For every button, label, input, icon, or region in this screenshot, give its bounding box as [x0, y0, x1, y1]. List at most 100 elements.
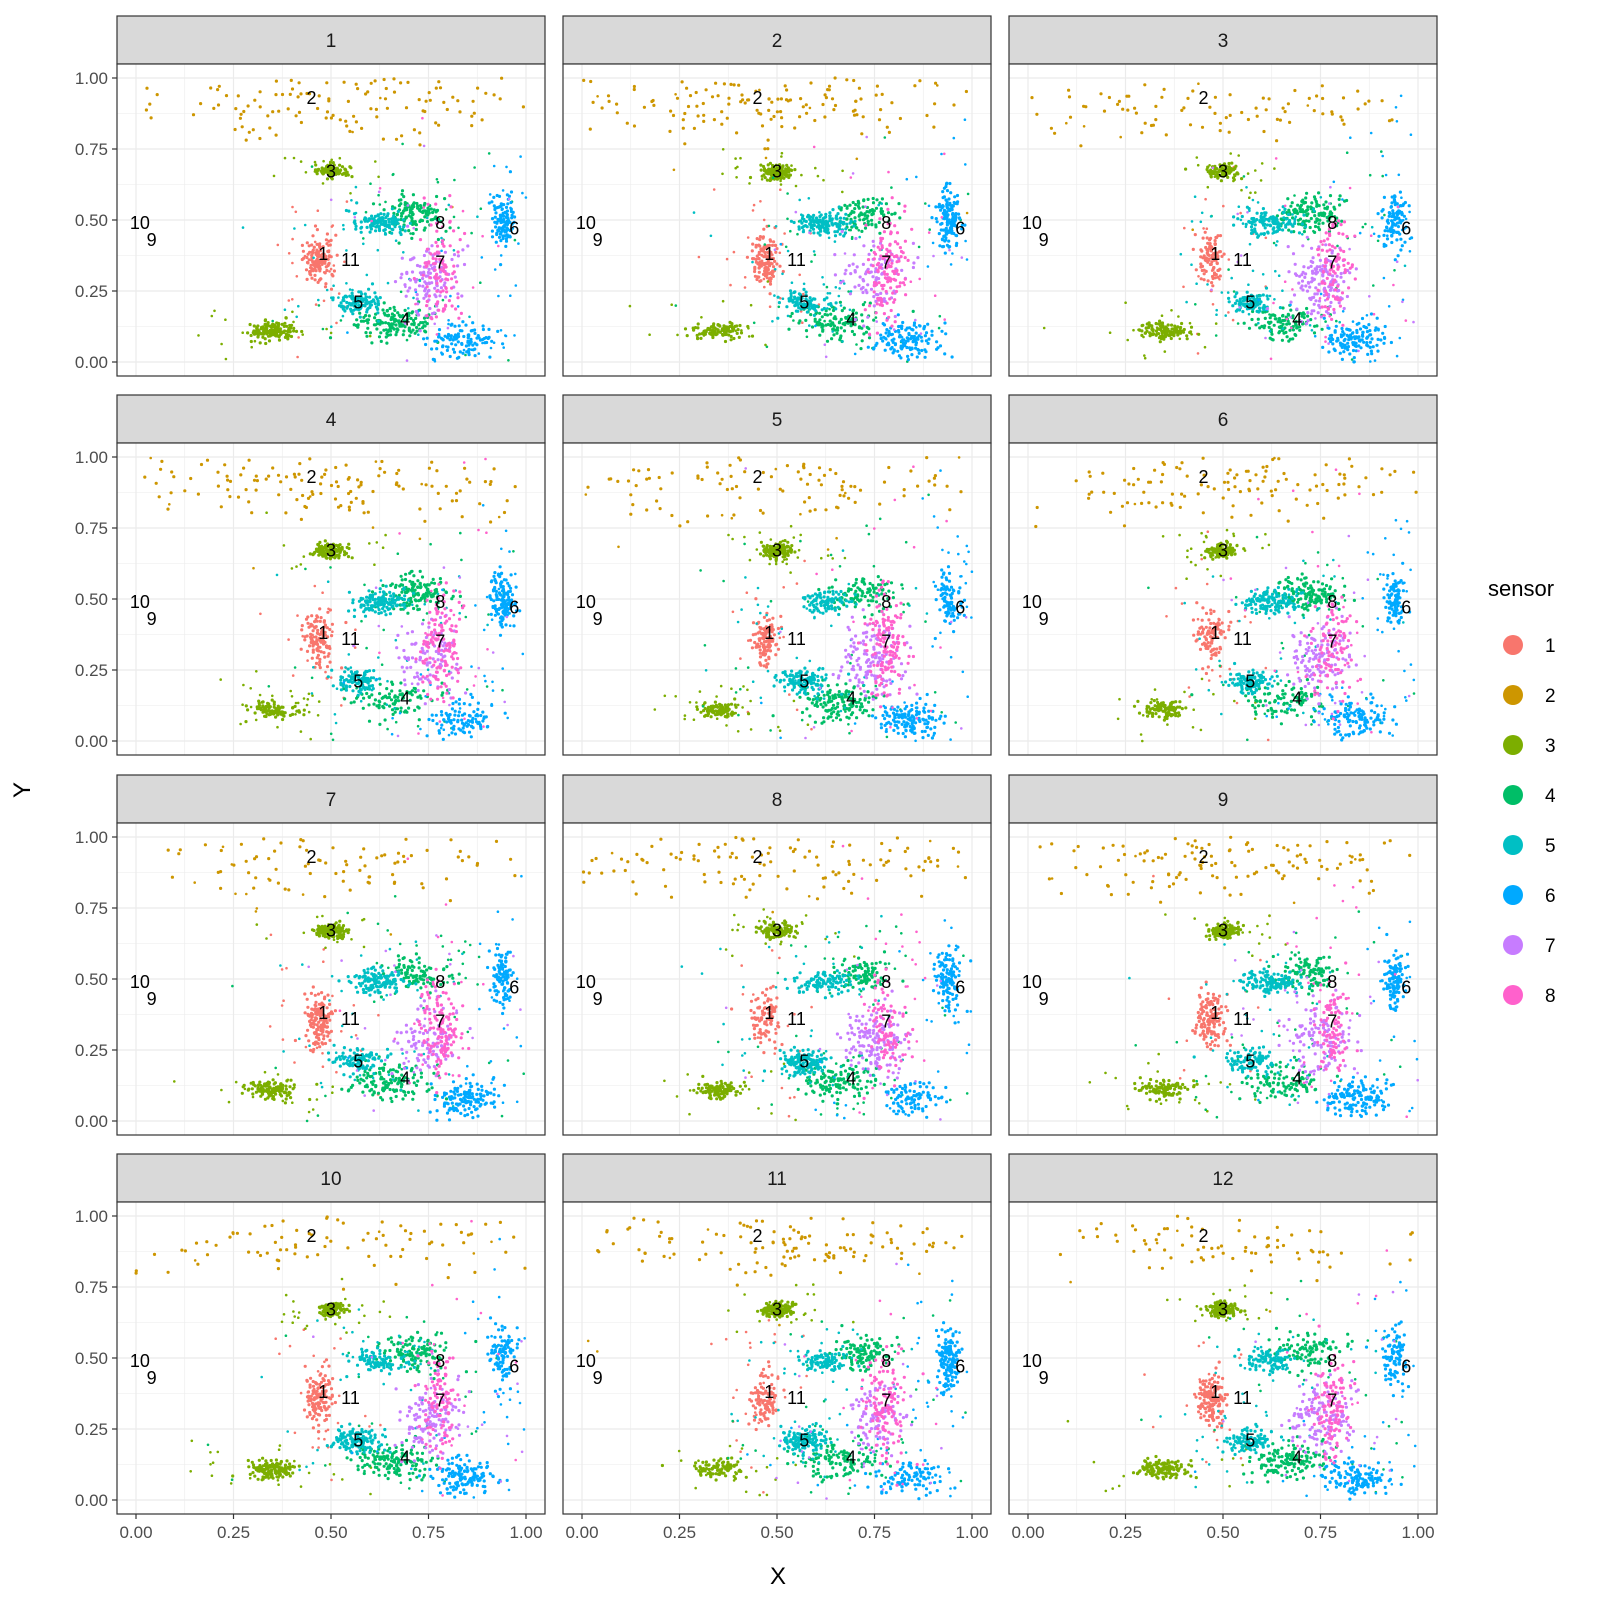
sensor-point — [860, 132, 863, 135]
sensor-point — [366, 327, 369, 330]
sensor-point — [1318, 283, 1321, 286]
sensor-point — [751, 261, 754, 264]
sensor-point — [941, 216, 944, 219]
location-label: 6 — [955, 219, 965, 239]
sensor-point — [767, 280, 770, 283]
sensor-point — [885, 331, 888, 334]
sensor-point — [301, 244, 304, 247]
sensor-point — [1250, 318, 1253, 321]
sensor-point — [735, 176, 738, 179]
sensor-point — [866, 214, 869, 217]
sensor-point — [1258, 307, 1261, 310]
sensor-point — [1242, 299, 1245, 302]
sensor-point — [739, 100, 742, 103]
sensor-point — [685, 87, 688, 90]
sensor-point — [460, 312, 463, 315]
sensor-point — [900, 347, 903, 350]
sensor-point — [834, 240, 837, 243]
sensor-point — [1158, 336, 1161, 339]
sensor-point — [1279, 119, 1282, 122]
sensor-point — [1330, 110, 1333, 113]
sensor-point — [263, 328, 266, 331]
sensor-point — [966, 258, 969, 261]
sensor-point — [317, 281, 320, 284]
sensor-point — [325, 116, 328, 119]
sensor-point — [1338, 321, 1341, 324]
sensor-point — [1343, 332, 1346, 335]
sensor-point — [310, 277, 313, 280]
location-label: 10 — [576, 213, 596, 233]
sensor-point — [277, 244, 280, 247]
sensor-point — [287, 107, 290, 110]
sensor-point — [1321, 328, 1324, 331]
sensor-point — [899, 117, 902, 120]
sensor-point — [433, 208, 436, 211]
sensor-point — [1396, 222, 1399, 225]
sensor-point — [1397, 225, 1400, 228]
sensor-point — [1225, 116, 1228, 119]
sensor-point — [1331, 245, 1334, 248]
sensor-point — [823, 115, 826, 118]
sensor-point — [867, 270, 870, 273]
sensor-point — [1317, 191, 1320, 194]
sensor-point — [333, 264, 336, 267]
sensor-point — [492, 196, 495, 199]
sensor-point — [888, 297, 891, 300]
sensor-point — [834, 307, 837, 310]
sensor-point — [1362, 341, 1365, 344]
sensor-point — [412, 297, 415, 300]
location-label: 1 — [764, 244, 774, 264]
sensor-point — [1388, 305, 1391, 308]
sensor-point — [1287, 209, 1290, 212]
sensor-point — [730, 338, 733, 341]
sensor-point — [805, 329, 808, 332]
sensor-point — [941, 238, 944, 241]
sensor-point — [364, 292, 367, 295]
sensor-point — [809, 219, 812, 222]
sensor-point — [362, 237, 365, 240]
sensor-point — [769, 280, 772, 283]
sensor-point — [445, 290, 448, 293]
sensor-point — [896, 231, 899, 234]
sensor-point — [494, 211, 497, 214]
sensor-point — [835, 301, 838, 304]
sensor-point — [729, 284, 732, 287]
sensor-point — [393, 91, 396, 94]
sensor-point — [1239, 298, 1242, 301]
sensor-point — [827, 292, 830, 295]
sensor-point — [808, 231, 811, 234]
sensor-point — [1135, 112, 1138, 115]
sensor-point — [1314, 317, 1317, 320]
sensor-point — [1377, 329, 1380, 332]
sensor-point — [1201, 265, 1204, 268]
sensor-point — [463, 263, 466, 266]
sensor-point — [345, 124, 348, 127]
sensor-point — [1282, 221, 1285, 224]
sensor-point — [1337, 289, 1340, 292]
sensor-point — [506, 213, 509, 216]
sensor-point — [899, 246, 902, 249]
sensor-point — [1384, 229, 1387, 232]
sensor-point — [1392, 231, 1395, 234]
sensor-point — [1269, 337, 1272, 340]
sensor-point — [693, 211, 696, 214]
sensor-point — [1228, 167, 1231, 170]
sensor-point — [793, 296, 796, 299]
sensor-point — [437, 181, 440, 184]
sensor-point — [1208, 164, 1211, 167]
sensor-point — [885, 202, 888, 205]
sensor-point — [1304, 225, 1307, 228]
sensor-point — [345, 282, 348, 285]
sensor-point — [402, 218, 405, 221]
sensor-point — [1275, 217, 1278, 220]
sensor-point — [1262, 97, 1265, 100]
sensor-point — [415, 202, 418, 205]
sensor-point — [286, 336, 289, 339]
sensor-point — [1108, 96, 1111, 99]
sensor-point — [1269, 224, 1272, 227]
sensor-point — [1228, 258, 1231, 261]
sensor-point — [928, 231, 931, 234]
sensor-point — [348, 302, 351, 305]
sensor-point — [1330, 318, 1333, 321]
sensor-point — [360, 320, 363, 323]
